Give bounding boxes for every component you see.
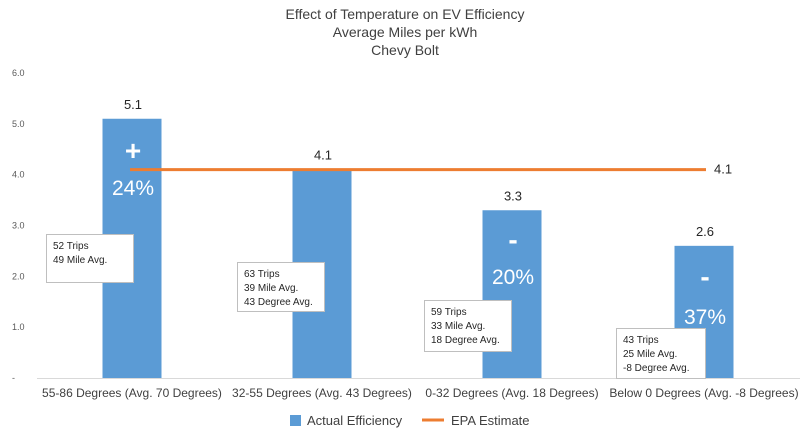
chart-title-line: Effect of Temperature on EV Efficiency [286,6,525,22]
legend: Actual Efficiency EPA Estimate [290,413,530,428]
percent-label: 24% [112,177,154,200]
trip-note: 52 Trips 49 Mile Avg. [46,234,134,283]
bar-value-label: 4.1 [314,148,332,163]
x-axis-labels: 55-86 Degrees (Avg. 70 Degrees) 32-55 Deg… [42,386,799,400]
epa-line: 4.1 [130,162,732,177]
y-tick-label: 5.0 [12,119,25,129]
trip-note-text: 52 Trips [53,241,89,252]
percent-label: 37% [684,306,726,329]
trip-note-text: 43 Trips [623,335,659,346]
legend-label: EPA Estimate [451,413,530,428]
trip-note: 43 Trips 25 Mile Avg. -8 Degree Avg. [616,328,706,379]
trip-note-text: 18 Degree Avg. [431,335,500,346]
trip-note-text: 43 Degree Avg. [244,297,313,308]
x-tick-label: 32-55 Degrees (Avg. 43 Degrees) [232,386,412,400]
legend-label: Actual Efficiency [307,413,403,428]
y-tick-label: 4.0 [12,170,25,180]
chart-title-line: Average Miles per kWh [333,24,477,40]
chart-title: Effect of Temperature on EV Efficiency Av… [286,6,525,58]
chart-title-line: Chevy Bolt [371,42,439,58]
x-tick-label: 55-86 Degrees (Avg. 70 Degrees) [42,386,222,400]
trip-notes: 52 Trips 49 Mile Avg. 63 Trips 39 Mile Avg.… [46,234,706,379]
bar-value-label: 5.1 [124,97,142,112]
value-labels: 5.1 4.1 3.3 2.6 [124,97,714,239]
percent-label: 20% [492,266,534,289]
trip-note: 63 Trips 39 Mile Avg. 43 Degree Avg. [237,262,325,312]
percent-sign: - [700,261,709,292]
bar-value-label: 2.6 [696,224,714,239]
percent-sign: + [125,135,141,166]
x-tick-label: 0-32 Degrees (Avg. 18 Degrees) [425,386,598,400]
epa-value-label: 4.1 [714,162,732,177]
trip-note-box [616,328,706,379]
percent-annotations: +24% - 20% - 37% [112,135,726,329]
trip-note-box [237,262,325,312]
trip-note-text: 63 Trips [244,269,280,280]
trip-note-text: -8 Degree Avg. [623,363,690,374]
bar-value-label: 3.3 [504,188,522,203]
trip-note-box [46,234,134,283]
y-tick-label: 1.0 [12,322,25,332]
y-axis: 6.0 5.0 4.0 3.0 2.0 1.0 - [12,68,25,383]
trip-note-text: 33 Mile Avg. [431,321,485,332]
y-tick-label: 3.0 [12,221,25,231]
y-tick-label: 6.0 [12,68,25,78]
trip-note-text: 49 Mile Avg. [53,255,107,266]
y-tick-label: - [12,373,15,383]
x-tick-label: Below 0 Degrees (Avg. -8 Degrees) [609,386,798,400]
trip-note: 59 Trips 33 Mile Avg. 18 Degree Avg. [424,300,512,352]
trip-note-text: 59 Trips [431,307,467,318]
trip-note-text: 39 Mile Avg. [244,283,298,294]
legend-bar-swatch [290,415,301,426]
percent-sign: - [508,224,517,255]
trip-note-box [424,300,512,352]
trip-note-text: 25 Mile Avg. [623,349,677,360]
y-tick-label: 2.0 [12,271,25,281]
